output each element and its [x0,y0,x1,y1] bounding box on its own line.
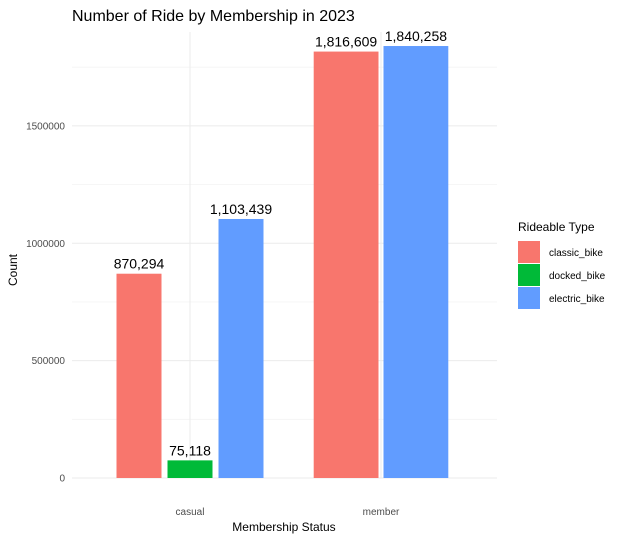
bar-casual-docked_bike [167,460,213,478]
legend-swatch-electric_bike [518,287,540,309]
y-tick-label: 1000000 [26,239,65,250]
data-label-member-electric_bike: 1,840,258 [385,28,447,44]
data-label-member-classic_bike: 1,816,609 [315,34,377,50]
y-tick-label: 500000 [32,356,66,367]
bar-casual-classic_bike [116,273,162,478]
legend-label-docked_bike: docked_bike [549,271,606,282]
data-label-casual-docked_bike: 75,118 [169,442,211,458]
data-label-casual-classic_bike: 870,294 [114,256,165,272]
data-label-casual-electric_bike: 1,103,439 [210,201,272,217]
bar-member-electric_bike [383,46,449,478]
legend-swatch-docked_bike [518,264,540,286]
y-tick-label: 1500000 [26,121,65,132]
data-labels-layer: 870,294 75,118 1,103,439 1,816,609 1,840,258 [114,28,448,458]
legend: Rideable Type classic_bike docked_bikeele… [518,220,606,309]
bars-layer [116,46,449,478]
legend-swatch-classic_bike [518,241,540,263]
y-tick-label: 0 [59,474,65,485]
y-axis-ticks: 0 500000 1000000 1500000 [26,121,65,484]
bar-member-classic_bike [313,51,379,478]
x-tick-label-member: member [363,507,400,518]
x-tick-label-casual: casual [176,507,205,518]
chart-title: Number of Ride by Membership in 2023 [72,8,355,25]
x-axis-ticks: casual member [176,507,400,518]
bar-casual-electric_bike [218,218,264,478]
y-axis-title: Count [6,253,20,286]
legend-label-electric_bike: electric_bike [549,294,605,305]
legend-items: classic_bike docked_bike electric_bike [518,241,606,309]
x-axis-title: Membership Status [232,520,335,534]
legend-title: Rideable Type [518,220,595,234]
legend-label-classic_bike: classic_bike [549,248,603,259]
